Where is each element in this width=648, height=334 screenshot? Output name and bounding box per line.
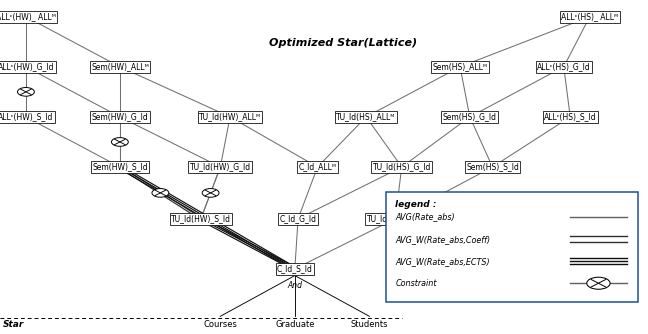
Text: C_Id_S_Id: C_Id_S_Id (277, 265, 313, 273)
Text: ALLᶜ(HS)_G_Id: ALLᶜ(HS)_G_Id (537, 62, 590, 71)
Text: Constraint: Constraint (395, 279, 437, 288)
Text: C_Id_ALLᴹ: C_Id_ALLᴹ (299, 163, 336, 171)
Text: ALLᶜ(HS)_S_Id: ALLᶜ(HS)_S_Id (544, 113, 597, 121)
Text: And: And (287, 281, 303, 290)
Circle shape (152, 188, 168, 197)
Text: Sem(HS)_G_Id: Sem(HS)_G_Id (443, 113, 497, 121)
Text: ALLᶜ(HW)_ ALLᴹ: ALLᶜ(HW)_ ALLᴹ (0, 12, 56, 21)
Text: Sem(HS)_S_Id: Sem(HS)_S_Id (466, 163, 519, 171)
Text: Sem(HS)_ALLᴹ: Sem(HS)_ALLᴹ (433, 62, 487, 71)
Circle shape (17, 88, 34, 96)
Circle shape (587, 277, 610, 289)
Text: AVG_W(Rate_abs,Coeff): AVG_W(Rate_abs,Coeff) (395, 235, 491, 243)
Text: C_Id_G_Id: C_Id_G_Id (279, 214, 317, 223)
FancyBboxPatch shape (386, 192, 638, 302)
Text: Graduate: Graduate (275, 320, 314, 329)
Text: Optimized Star(Lattice): Optimized Star(Lattice) (270, 38, 417, 48)
Text: Students: Students (351, 320, 388, 329)
Text: Sem(HW)_ALLᴹ: Sem(HW)_ALLᴹ (91, 62, 149, 71)
Text: AVG_W(Rate_abs,ECTS): AVG_W(Rate_abs,ECTS) (395, 257, 490, 266)
Text: ALLᶜ(HS)_ ALLᴹ: ALLᶜ(HS)_ ALLᴹ (561, 12, 618, 21)
Text: legend :: legend : (395, 200, 437, 209)
Text: AVG(Rate_abs): AVG(Rate_abs) (395, 213, 455, 221)
Text: Sem(HW)_G_Id: Sem(HW)_G_Id (91, 113, 148, 121)
Text: ALLᶜ(HW)_S_Id: ALLᶜ(HW)_S_Id (0, 113, 54, 121)
Text: TU_Id(HS)_G_Id: TU_Id(HS)_G_Id (373, 163, 431, 171)
Text: Courses: Courses (203, 320, 237, 329)
Text: Sem(HW)_S_Id: Sem(HW)_S_Id (92, 163, 148, 171)
Text: Star: Star (3, 320, 25, 329)
Circle shape (111, 138, 128, 146)
Text: ALLᶜ(HW)_G_Id: ALLᶜ(HW)_G_Id (0, 62, 54, 71)
Text: TU_Id(HW)_G_Id: TU_Id(HW)_G_Id (190, 163, 251, 171)
Text: TU_Id(HS)_ALLᴹ: TU_Id(HS)_ALLᴹ (336, 113, 396, 121)
Text: TU_Id(HS)_S_Id: TU_Id(HS)_S_Id (367, 214, 424, 223)
Text: TU_Id(HW)_ALLᴹ: TU_Id(HW)_ALLᴹ (199, 113, 261, 121)
Text: TU_Id(HW)_S_Id: TU_Id(HW)_S_Id (171, 214, 231, 223)
Circle shape (202, 188, 219, 197)
